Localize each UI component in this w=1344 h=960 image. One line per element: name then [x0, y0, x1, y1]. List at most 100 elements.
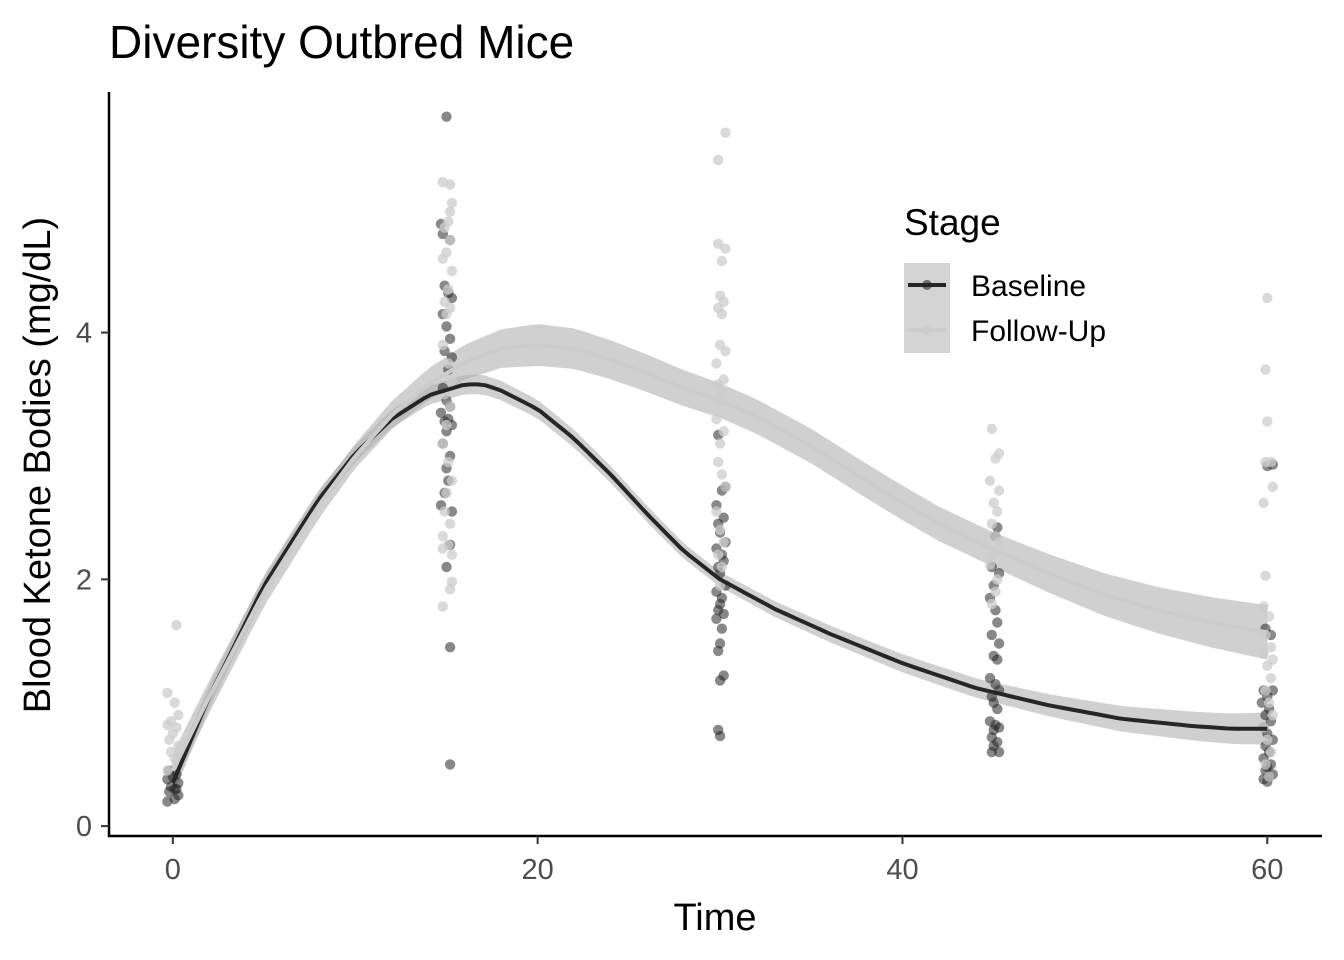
y-tick-label: 0: [76, 811, 92, 843]
data-point-follow-up: [1260, 570, 1271, 581]
data-point-follow-up: [162, 719, 173, 731]
data-point-baseline: [1256, 697, 1268, 708]
data-point-follow-up: [441, 308, 452, 320]
data-point-follow-up: [1263, 697, 1275, 708]
data-point-follow-up: [1265, 746, 1277, 758]
data-point-follow-up: [990, 586, 1001, 597]
data-point-follow-up: [1267, 709, 1279, 721]
data-point-follow-up: [443, 284, 454, 295]
data-point-baseline: [169, 783, 180, 795]
data-point-follow-up: [1260, 685, 1271, 696]
y-axis-ticks: 0 2 4: [76, 318, 109, 843]
data-point-follow-up: [1258, 497, 1269, 509]
data-point-baseline: [993, 638, 1005, 649]
data-point-follow-up: [1260, 364, 1271, 375]
data-point-follow-up: [444, 234, 456, 246]
data-point-follow-up: [446, 197, 458, 209]
data-point-follow-up: [439, 506, 450, 517]
data-point-follow-up: [446, 549, 458, 560]
data-point-follow-up: [720, 481, 731, 492]
legend-point-follow-up: [922, 325, 932, 335]
legend-entry-baseline: Baseline: [904, 263, 1086, 308]
data-point-follow-up: [986, 423, 997, 434]
data-point-follow-up: [446, 475, 458, 486]
data-point-follow-up: [713, 238, 724, 249]
data-point-follow-up: [716, 308, 728, 320]
data-point-baseline: [441, 561, 452, 573]
data-point-follow-up: [171, 619, 182, 631]
data-point-follow-up: [711, 506, 722, 517]
data-point-baseline: [446, 506, 458, 517]
data-point-baseline: [435, 407, 447, 418]
data-point-follow-up: [444, 401, 456, 412]
legend-title: Stage: [904, 202, 1001, 243]
data-point-follow-up: [716, 386, 728, 397]
x-tick-label: 20: [522, 854, 554, 886]
data-point-follow-up: [1258, 648, 1269, 659]
data-point-follow-up: [716, 255, 728, 267]
data-point-follow-up: [1267, 481, 1279, 492]
data-point-follow-up: [173, 740, 184, 752]
data-point-follow-up: [441, 487, 452, 499]
data-point-follow-up: [437, 438, 448, 449]
data-point-follow-up: [441, 419, 452, 431]
data-point-follow-up: [993, 485, 1005, 496]
data-point-follow-up: [1262, 292, 1273, 304]
data-point-follow-up: [716, 469, 728, 480]
data-point-follow-up: [437, 339, 448, 351]
data-point-follow-up: [711, 358, 722, 369]
data-point-baseline: [444, 642, 456, 653]
data-point-follow-up: [446, 265, 458, 277]
data-point-follow-up: [990, 453, 1001, 464]
data-point-follow-up: [992, 506, 1003, 517]
data-point-follow-up: [437, 531, 448, 542]
data-point-follow-up: [1260, 759, 1271, 770]
data-point-follow-up: [164, 734, 175, 745]
data-point-baseline: [711, 613, 722, 624]
data-point-follow-up: [169, 697, 180, 708]
data-point-follow-up: [984, 475, 996, 486]
data-point-baseline: [714, 730, 726, 742]
data-point-follow-up: [446, 376, 458, 388]
data-point-baseline: [444, 333, 456, 344]
data-point-follow-up: [1262, 734, 1273, 745]
data-point-baseline: [444, 759, 456, 770]
legend-entry-follow-up: Follow-Up: [904, 308, 1106, 353]
data-point-follow-up: [720, 243, 731, 254]
data-point-follow-up: [984, 559, 996, 570]
data-point-follow-up: [992, 574, 1003, 585]
data-point-baseline: [993, 746, 1005, 758]
data-point-baseline: [986, 746, 997, 758]
data-point-follow-up: [1258, 601, 1269, 612]
data-point-follow-up: [713, 154, 724, 166]
data-point-follow-up: [437, 601, 448, 612]
data-point-follow-up: [437, 543, 448, 554]
data-point-follow-up: [718, 537, 729, 548]
data-point-baseline: [716, 623, 728, 634]
data-point-follow-up: [173, 709, 184, 721]
data-point-follow-up: [713, 456, 724, 468]
legend-label-baseline: Baseline: [971, 270, 1086, 303]
data-point-follow-up: [1263, 611, 1275, 622]
data-points: [162, 111, 1279, 807]
data-point-follow-up: [444, 206, 456, 217]
y-tick-label: 4: [76, 318, 92, 350]
data-point-follow-up: [711, 413, 722, 425]
data-point-follow-up: [720, 345, 731, 357]
legend-point-baseline: [922, 280, 932, 290]
data-point-follow-up: [714, 524, 726, 536]
data-point-follow-up: [1265, 672, 1277, 684]
data-point-baseline: [992, 703, 1003, 715]
chart-title: Diversity Outbred Mice: [109, 16, 574, 68]
data-point-follow-up: [444, 584, 456, 595]
data-point-follow-up: [986, 598, 997, 610]
data-point-follow-up: [988, 497, 999, 509]
data-point-follow-up: [1265, 456, 1277, 468]
data-point-baseline: [714, 675, 726, 686]
x-tick-label: 40: [886, 854, 918, 886]
y-axis-title: Blood Ketone Bodies (mg/dL): [17, 217, 59, 713]
data-point-baseline: [992, 654, 1003, 665]
data-point-follow-up: [1265, 642, 1277, 653]
data-point-follow-up: [993, 537, 1005, 548]
data-point-follow-up: [714, 438, 726, 449]
